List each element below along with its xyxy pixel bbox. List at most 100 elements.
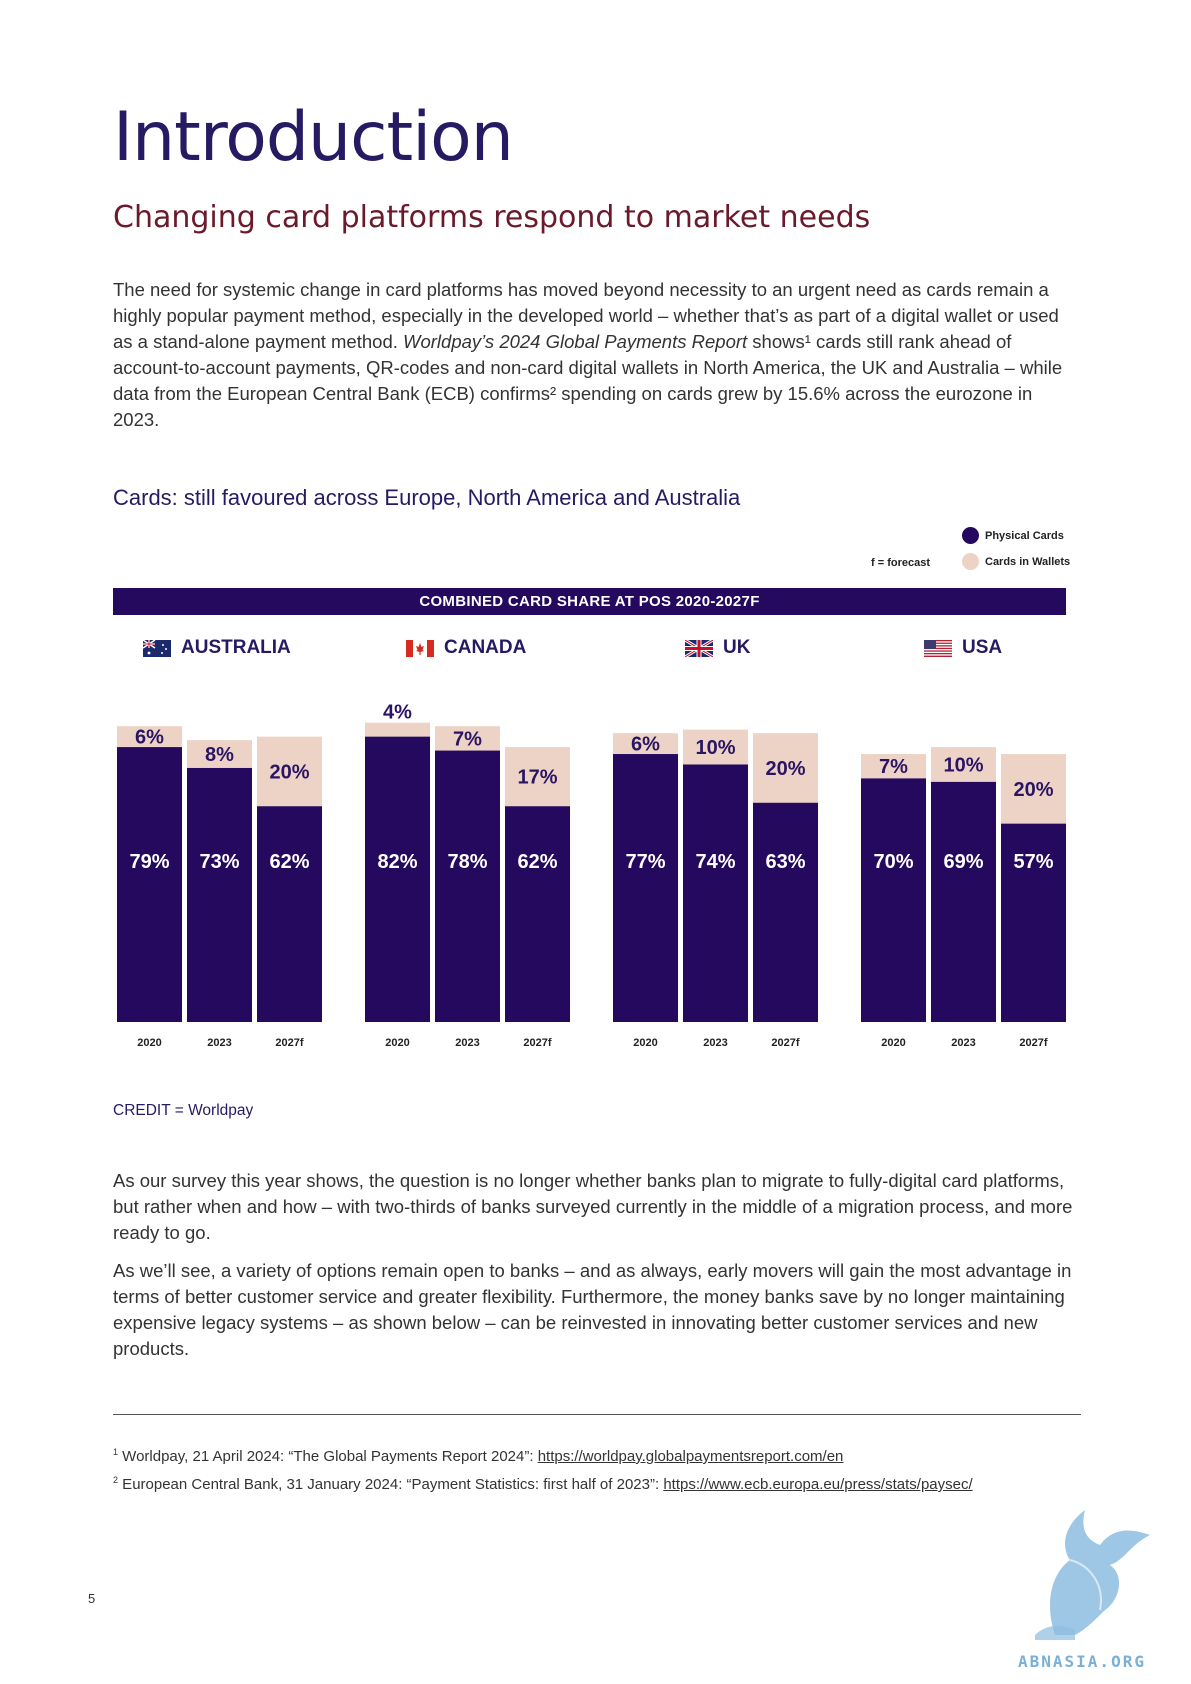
physical-swatch	[962, 527, 979, 544]
wallet-bar	[613, 733, 678, 755]
physical-value-label: 73%	[199, 851, 239, 873]
physical-bar	[117, 747, 182, 1022]
wallet-bar	[505, 747, 570, 807]
wallet-bar	[435, 726, 500, 751]
physical-bar	[613, 754, 678, 1022]
year-tick-label: 2020	[137, 1037, 161, 1049]
intro-paragraph: The need for systemic change in card pla…	[113, 277, 1083, 433]
wallet-value-label: 20%	[765, 758, 805, 780]
physical-value-label: 74%	[695, 851, 735, 873]
watermark-text: ABNASIA.ORG	[1018, 1652, 1146, 1671]
country-label: USA	[962, 637, 1003, 658]
physical-value-label: 77%	[625, 851, 665, 873]
footnote-1: 1 Worldpay, 21 April 2024: “The Global P…	[113, 1447, 843, 1465]
year-tick-label: 2027f	[523, 1037, 551, 1049]
wallet-bar	[257, 736, 322, 807]
intro-text-a: The need for systemic change in card pla…	[113, 279, 1059, 352]
physical-bar	[1001, 823, 1066, 1022]
physical-value-label: 78%	[447, 851, 487, 873]
griffin-logo-icon	[1015, 1505, 1155, 1650]
footnote-text: Worldpay, 21 April 2024: “The Global Pay…	[118, 1448, 538, 1465]
wallet-value-label: 7%	[453, 728, 482, 750]
country-australia: AUSTRALIA	[143, 637, 291, 659]
wallet-value-label: 4%	[383, 702, 412, 724]
chart-title-banner: COMBINED CARD SHARE AT POS 2020-2027F	[113, 588, 1066, 615]
wallet-bar	[117, 726, 182, 748]
physical-bar	[187, 767, 252, 1022]
footnote-2: 2 European Central Bank, 31 January 2024…	[113, 1475, 973, 1493]
forecast-note: f = forecast	[871, 557, 930, 569]
physical-value-label: 63%	[765, 851, 805, 873]
footnote-text: European Central Bank, 31 January 2024: …	[118, 1476, 664, 1493]
year-tick-label: 2027f	[1019, 1037, 1047, 1049]
wallet-bar	[753, 733, 818, 803]
physical-bar	[683, 764, 748, 1022]
wallet-bar	[931, 747, 996, 782]
physical-bar	[861, 778, 926, 1022]
year-tick-label: 2020	[385, 1037, 409, 1049]
physical-bar	[435, 750, 500, 1022]
wallet-value-label: 10%	[943, 754, 983, 776]
australia-flag-icon	[143, 639, 171, 657]
physical-value-label: 70%	[873, 851, 913, 873]
physical-bar	[505, 806, 570, 1022]
country-usa: USA	[924, 637, 1002, 659]
physical-bar	[257, 806, 322, 1022]
wallet-bar	[187, 740, 252, 768]
physical-bar	[365, 736, 430, 1022]
legend-physical-label: Physical Cards	[985, 529, 1064, 542]
wallet-bar	[365, 722, 430, 737]
wallet-value-label: 17%	[517, 767, 557, 789]
wallet-value-label: 6%	[631, 734, 660, 756]
year-tick-label: 2023	[951, 1037, 975, 1049]
chart-heading: Cards: still favoured across Europe, Nor…	[113, 485, 741, 510]
year-tick-label: 2023	[455, 1037, 479, 1049]
year-tick-label: 2027f	[771, 1037, 799, 1049]
wallet-swatch	[962, 553, 979, 570]
wallet-value-label: 20%	[1013, 779, 1053, 801]
country-label: AUSTRALIA	[181, 637, 291, 658]
footnote-2-link[interactable]: https://www.ecb.europa.eu/press/stats/pa…	[663, 1476, 973, 1493]
year-tick-label: 2023	[703, 1037, 727, 1049]
chart-credit: CREDIT = Worldpay	[113, 1102, 254, 1119]
country-label: CANADA	[444, 637, 527, 658]
footnote-marker: 1	[113, 1447, 119, 1457]
footnote-1-link[interactable]: https://worldpay.globalpaymentsreport.co…	[537, 1448, 844, 1465]
page-title: Introduction	[113, 98, 514, 177]
paragraph-2: As our survey this year shows, the quest…	[113, 1170, 1073, 1243]
page-subtitle: Changing card platforms respond to marke…	[113, 200, 871, 235]
stacked-bar-chart: 79% 6% 2020 73% 8% 2023 62% 20% 2027f 82% 4% 2020 78…	[117, 702, 1066, 1049]
footnote-marker: 2	[113, 1475, 119, 1485]
usa-flag-icon	[924, 639, 952, 657]
intro-text-b: shows¹ cards still rank ahead of account…	[113, 331, 1063, 430]
wallet-bar	[861, 754, 926, 779]
physical-value-label: 79%	[129, 851, 169, 873]
physical-value-label: 62%	[517, 851, 557, 873]
physical-value-label: 62%	[269, 851, 309, 873]
wallet-bar	[683, 729, 748, 765]
page-number: 5	[88, 1591, 96, 1606]
physical-bar	[753, 802, 818, 1022]
uk-flag-icon	[685, 639, 713, 657]
wallet-value-label: 6%	[135, 727, 164, 749]
year-tick-label: 2020	[633, 1037, 657, 1049]
wallet-value-label: 7%	[879, 756, 908, 778]
physical-bar	[931, 781, 996, 1022]
legend-wallet: Cards in Wallets	[962, 553, 1070, 570]
wallet-value-label: 20%	[269, 761, 309, 783]
footnote-divider	[113, 1414, 1081, 1415]
physical-value-label: 69%	[943, 851, 983, 873]
year-tick-label: 2023	[207, 1037, 231, 1049]
wallet-value-label: 10%	[695, 737, 735, 759]
year-tick-label: 2020	[881, 1037, 905, 1049]
country-uk: UK	[685, 637, 750, 659]
report-title: Worldpay’s 2024 Global Payments Report	[403, 331, 748, 352]
wallet-bar	[1001, 754, 1066, 824]
legend-physical: Physical Cards	[962, 527, 1064, 544]
legend-wallet-label: Cards in Wallets	[985, 555, 1071, 568]
wallet-value-label: 8%	[205, 744, 234, 766]
canada-flag-icon	[406, 639, 434, 657]
paragraph-3: As we’ll see, a variety of options remai…	[113, 1260, 1072, 1359]
country-canada: CANADA	[406, 637, 526, 659]
year-tick-label: 2027f	[275, 1037, 303, 1049]
